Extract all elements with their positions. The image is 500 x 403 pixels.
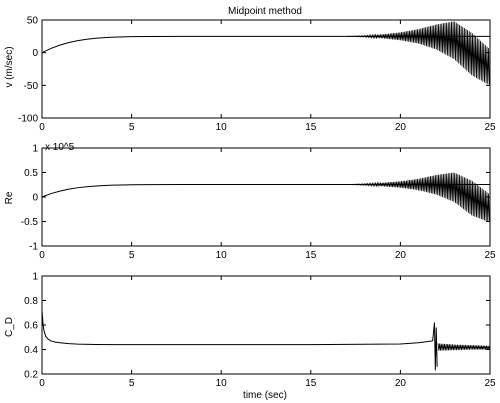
x-axis-label: time (sec)	[243, 390, 287, 401]
y-tick-label: -50	[24, 81, 39, 92]
x-tick-label: 0	[39, 378, 45, 389]
y-tick-label: -1	[29, 242, 38, 253]
plot-area	[41, 172, 490, 223]
y-axis-label: v (m/sec)	[4, 46, 15, 87]
x-tick-label: 10	[216, 250, 228, 261]
x-tick-label: 20	[395, 378, 407, 389]
x-tick-label: 0	[39, 250, 45, 261]
y-tick-label: 0.5	[24, 168, 38, 179]
x-tick-label: 20	[395, 250, 407, 261]
x-tick-label: 20	[395, 122, 407, 133]
oscillation-band	[346, 21, 490, 85]
plot-area	[41, 310, 491, 371]
y-tick-label: 0.8	[24, 296, 38, 307]
x-tick-label: 25	[484, 250, 496, 261]
y-tick-label: 1	[32, 272, 38, 283]
y-tick-label: -0.5	[21, 217, 39, 228]
y-tick-label: 50	[27, 16, 39, 27]
series-line	[41, 310, 433, 346]
y-tick-label: -100	[18, 114, 38, 125]
panel-velocity: Midpoint method v (m/sec) 0 5 10 15 20 25 -100…	[4, 6, 496, 133]
spike-trace	[432, 322, 438, 371]
axes-group: 0 5 10 15 20 25 -1 -0.5 0 0.5 1	[21, 144, 496, 262]
y-tick-label: 0	[32, 48, 38, 59]
x-tick-label: 15	[305, 378, 317, 389]
x-tick-label: 10	[216, 122, 228, 133]
y-tick-label: 0.2	[24, 370, 38, 381]
y-tick-label: 0	[32, 193, 38, 204]
y-tick-label: 0.4	[24, 345, 38, 356]
y-tick-label: 1	[32, 144, 38, 155]
plot-area	[41, 21, 490, 85]
x-tick-label: 25	[484, 378, 496, 389]
x-tick-label: 0	[39, 122, 45, 133]
y-axis-label: C_D	[4, 317, 15, 337]
y-tick-label: 0.6	[24, 321, 38, 332]
chart-title: Midpoint method	[228, 6, 302, 17]
axes-frame	[41, 275, 491, 375]
oscillation-band	[437, 343, 491, 351]
y-axis-label: Re	[4, 191, 15, 204]
panel-reynolds: x 10^5 Re 0 5 10 15 20 25-1-0.500.51	[4, 142, 496, 261]
axes-frame	[41, 147, 491, 247]
x-tick-label: 25	[484, 122, 496, 133]
x-tick-label: 15	[305, 250, 317, 261]
oscillation-band	[346, 172, 490, 223]
x-tick-label: 15	[305, 122, 317, 133]
x-tick-label: 5	[129, 122, 135, 133]
x-tick-label: 5	[129, 378, 135, 389]
axes-frame	[41, 19, 491, 119]
x-tick-label: 10	[216, 378, 228, 389]
axes-group: 0 5 10 15 20 25 0.2 0.4 0.6 0.8 1	[24, 272, 496, 390]
x-tick-label: 5	[129, 250, 135, 261]
panel-drag: C_D time (sec) 0 5 10 15 20 25 0.2 0.4 0.6 0.8 1	[4, 272, 496, 402]
